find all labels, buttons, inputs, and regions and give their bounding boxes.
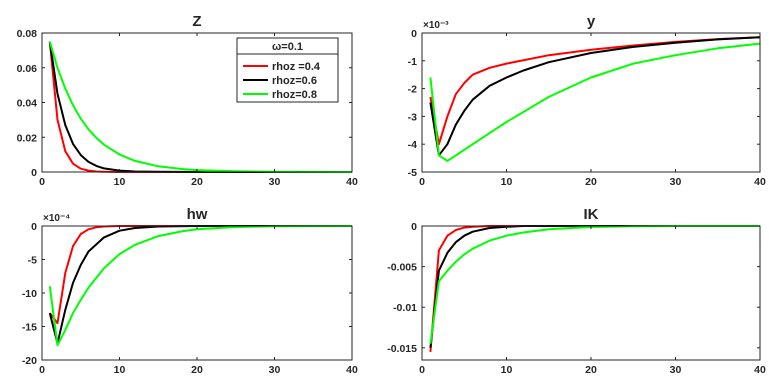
panel-3: 0 10 20 30 40 -0.015 -0.01 -0.005 0 IK xyxy=(387,206,766,376)
y-tick-label: 0 xyxy=(31,221,37,233)
legend-title: ω=0.1 xyxy=(272,41,303,53)
y-tick-label: 0 xyxy=(411,28,417,40)
plot-area xyxy=(422,226,760,360)
y-tick-label: 0.08 xyxy=(17,28,38,40)
y-tick-label: -5 xyxy=(408,167,417,179)
y-tick-label: -5 xyxy=(28,255,37,267)
panel-title: Z xyxy=(192,13,201,30)
y-tick-label: -15 xyxy=(22,322,37,334)
y-tick-label: -1 xyxy=(408,56,417,68)
y-tick-label: 0.02 xyxy=(17,132,38,144)
legend-label-2: rhoz=0.6 xyxy=(272,75,317,87)
series-line-3 xyxy=(48,41,353,173)
exponent-label: ×10⁻³ xyxy=(423,20,449,31)
panel-2: 0 10 20 30 40 -20 -15 -10 -5 0 hw ×10⁻⁴ xyxy=(22,206,358,376)
x-tick-label: 10 xyxy=(501,176,513,188)
x-tick-label: 0 xyxy=(39,364,45,376)
x-tick-label: 0 xyxy=(419,364,425,376)
y-tick-label: -0.01 xyxy=(393,302,417,314)
x-tick-label: 0 xyxy=(39,176,45,188)
x-tick-label: 20 xyxy=(191,176,203,188)
panel-title: IK xyxy=(584,206,599,223)
panels: 0 10 20 30 40 0 0.02 0.04 0.06 0.08 Z 0 10 20 30 40 -5 -4… xyxy=(17,13,766,376)
y-tick-label: -20 xyxy=(22,355,37,367)
legend-entries: rhoz =0.4 rhoz=0.6 rhoz=0.8 xyxy=(243,61,321,101)
y-tick-label: 0.04 xyxy=(17,98,38,110)
legend: ω=0.1 rhoz =0.4 rhoz=0.6 rhoz=0.8 xyxy=(236,37,339,103)
x-tick-label: 30 xyxy=(670,176,682,188)
exponent-label: ×10⁻⁴ xyxy=(43,213,70,224)
panel-title: hw xyxy=(187,206,208,223)
y-tick-label: -10 xyxy=(22,288,37,300)
legend-label-1: rhoz =0.4 xyxy=(272,61,321,73)
y-tick-label: -4 xyxy=(408,139,417,151)
x-tick-label: 0 xyxy=(419,176,425,188)
series-line-3 xyxy=(48,225,353,347)
x-tick-label: 20 xyxy=(585,176,597,188)
x-tick-label: 20 xyxy=(191,364,203,376)
x-tick-label: 10 xyxy=(114,364,126,376)
x-tick-label: 40 xyxy=(754,364,766,376)
legend-label-3: rhoz=0.8 xyxy=(272,89,317,101)
x-tick-label: 20 xyxy=(585,364,597,376)
x-tick-label: 10 xyxy=(501,364,513,376)
series-line-3 xyxy=(429,42,761,162)
y-tick-label: 0.06 xyxy=(17,63,38,75)
plot-area xyxy=(42,226,352,360)
x-tick-label: 30 xyxy=(269,364,281,376)
y-tick-label: -0.015 xyxy=(387,343,417,355)
y-tick-label: 0 xyxy=(411,221,417,233)
legend-box xyxy=(236,37,339,103)
y-tick-label: -3 xyxy=(408,111,417,123)
series-line-2 xyxy=(429,36,761,157)
y-tick-label: -0.005 xyxy=(387,262,417,274)
panel-1: 0 10 20 30 40 -5 -4 -3 -2 -1 0 y ×10⁻³ xyxy=(408,13,766,188)
x-tick-label: 30 xyxy=(269,176,281,188)
y-tick-label: 0 xyxy=(31,167,37,179)
panel-title: y xyxy=(587,13,596,30)
x-tick-label: 40 xyxy=(346,364,358,376)
x-tick-label: 10 xyxy=(114,176,126,188)
x-tick-label: 30 xyxy=(670,364,682,376)
x-tick-label: 40 xyxy=(346,176,358,188)
x-tick-label: 40 xyxy=(754,176,766,188)
y-tick-label: -2 xyxy=(408,84,417,96)
plot-area xyxy=(422,33,760,172)
